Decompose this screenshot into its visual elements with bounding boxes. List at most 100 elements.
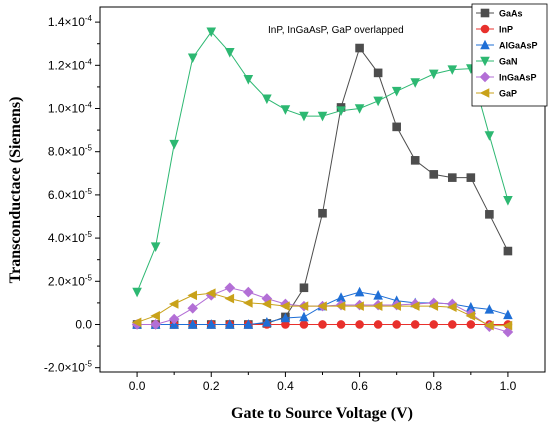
gan-point <box>428 69 439 80</box>
algaasp-point <box>484 304 495 314</box>
series-gap <box>131 288 513 331</box>
gap-point <box>428 301 439 311</box>
ingaasp-point <box>150 319 161 330</box>
legend-marker-gaas <box>480 8 490 18</box>
series-layer <box>131 27 514 338</box>
y-tick-label: 1.2×10-4 <box>48 57 93 72</box>
gaas-point <box>429 170 439 179</box>
legend-label-inp: InP <box>499 25 513 35</box>
inp-point <box>373 320 383 329</box>
legend-box <box>471 3 548 107</box>
legend-marker-gan <box>480 56 490 67</box>
gaas-point <box>447 173 457 182</box>
inp-point <box>281 320 290 329</box>
y-tick-label: 6.0×10-5 <box>48 187 93 202</box>
ingaasp-point <box>168 313 180 325</box>
gaas-point <box>373 68 383 78</box>
algaasp-point <box>224 319 235 329</box>
gap-point <box>335 301 346 311</box>
ingaasp-point <box>243 286 254 298</box>
gan-point <box>447 65 458 75</box>
algaasp-point <box>262 317 272 327</box>
gan-point <box>299 111 309 122</box>
y-tick-label: 4.0×10-5 <box>48 230 93 245</box>
x-tick-label: 0.0 <box>129 379 146 393</box>
legend-marker-algaasp <box>480 39 490 50</box>
y-axis-title: Transconductace (Siemens) <box>7 97 24 284</box>
algaasp-point <box>299 311 309 322</box>
legend: GaAs InP AlGaAsP GaN InGaAsP GaP <box>471 3 548 107</box>
x-tick-label: 1.0 <box>500 379 517 393</box>
legend-label-algaasp: AlGaAsP <box>499 41 538 51</box>
gan-point <box>484 131 495 141</box>
gan-point <box>336 106 346 116</box>
y-tick-label: 2.0×10-5 <box>48 273 93 288</box>
algaasp-point <box>354 286 365 297</box>
gap-point <box>168 299 179 309</box>
y-tick-label: 1.0×10-4 <box>48 101 93 116</box>
gaas-point <box>355 43 364 53</box>
algaasp-point <box>280 312 291 323</box>
gan-point <box>150 242 161 253</box>
gaas-point <box>485 210 494 219</box>
gap-point <box>317 301 327 311</box>
gap-point <box>131 317 142 328</box>
gaas-point <box>392 122 401 132</box>
gan-point <box>262 94 272 105</box>
y-tick-label: -2.0×10-5 <box>44 360 93 375</box>
gan-point <box>317 111 328 122</box>
inp-point <box>447 320 457 329</box>
legend-label-gap: GaP <box>499 89 517 99</box>
gap-point <box>243 298 253 308</box>
axis-ticks: 0.0 0.2 0.4 0.6 0.8 1.0 -2.0×10-5 0.0 2.0×10-5 4.… <box>44 14 517 393</box>
legend-marker-ingaasp <box>479 71 491 83</box>
legend-label-gaas: GaAs <box>499 9 523 19</box>
inp-point <box>410 320 420 329</box>
gaas-point <box>299 283 309 293</box>
ingaasp-point <box>224 282 236 294</box>
gap-point <box>409 301 420 311</box>
algaasp-point <box>187 319 198 329</box>
y-tick-label: 1.4×10-4 <box>48 14 93 29</box>
gan-point <box>410 78 421 88</box>
ingaasp-point <box>187 302 199 314</box>
x-tick-label: 0.4 <box>277 379 294 393</box>
gan-point <box>132 287 142 298</box>
algaasp-point <box>373 290 383 300</box>
gan-point <box>169 139 179 150</box>
x-tick-label: 0.8 <box>425 379 442 393</box>
gap-point <box>391 301 401 311</box>
gap-point <box>372 301 383 311</box>
gaas-point <box>318 208 327 218</box>
gap-point <box>280 301 290 311</box>
ingaasp-point <box>502 326 514 338</box>
chart-annotation: InP, InGaAsP, GaP overlapped <box>268 25 404 36</box>
gaas-point <box>503 246 513 256</box>
gap-point <box>187 290 198 301</box>
x-tick-label: 0.2 <box>203 379 220 393</box>
gan-point <box>243 75 254 85</box>
gap-point <box>465 311 476 321</box>
gap-point <box>205 288 216 298</box>
gan-point <box>187 53 198 64</box>
gap-point <box>502 320 513 331</box>
gap-point <box>354 301 364 311</box>
inp-point <box>318 320 327 329</box>
algaasp-point <box>243 319 254 329</box>
inp-point <box>299 320 309 329</box>
inp-point <box>392 320 401 329</box>
gap-point <box>446 302 457 313</box>
legend-marker-gap <box>479 88 490 98</box>
algaasp-point <box>466 301 476 312</box>
gap-point <box>298 301 309 311</box>
gap-point <box>484 320 494 331</box>
gap-point <box>150 311 160 321</box>
x-tick-label: 0.6 <box>351 379 368 393</box>
gan-point <box>206 27 217 38</box>
algaasp-point <box>503 309 513 320</box>
x-axis-title: Gate to Source Voltage (V) <box>231 405 413 422</box>
gan-point <box>373 96 383 107</box>
gan-point <box>391 86 402 97</box>
